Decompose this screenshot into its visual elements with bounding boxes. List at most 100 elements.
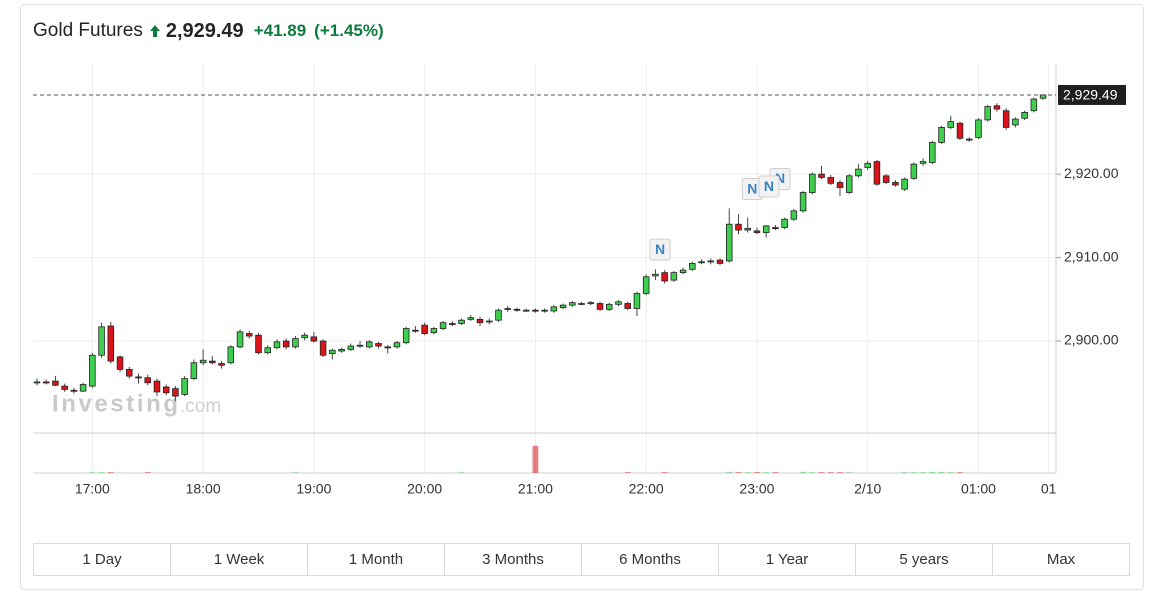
x-tick-label: 22:00 — [629, 481, 664, 497]
candle-body — [264, 347, 271, 354]
candle-body — [61, 385, 68, 390]
candle-body — [864, 162, 871, 168]
volume-bar — [458, 472, 465, 473]
candle-body — [273, 341, 281, 349]
range-button[interactable]: 1 Day — [82, 551, 122, 568]
news-marker-label: N — [747, 180, 757, 196]
candle-body — [965, 138, 973, 141]
candle-body — [845, 175, 853, 193]
candle-body — [79, 384, 87, 392]
candle-body — [402, 328, 410, 344]
candle-body — [901, 178, 908, 190]
volume-bar — [89, 472, 96, 473]
candle-body — [929, 142, 936, 163]
candle-body — [679, 269, 687, 274]
candle-body — [559, 304, 567, 309]
candle-body — [919, 161, 927, 164]
candle-body — [366, 341, 373, 348]
range-button[interactable]: 6 Months — [581, 544, 718, 575]
x-tick-label: 20:00 — [407, 481, 442, 497]
candle-body — [292, 338, 299, 348]
candle-body — [855, 168, 862, 177]
candle-body — [762, 225, 770, 233]
volume-bar — [754, 472, 760, 473]
candle-body — [532, 309, 539, 312]
candle-body — [633, 293, 641, 309]
last-price-box — [1058, 84, 1126, 105]
candle-body — [255, 334, 262, 354]
candle-body — [338, 348, 345, 352]
candle-body — [781, 218, 788, 228]
instrument-name: Gold Futures — [33, 20, 143, 41]
candle-body — [790, 210, 798, 220]
range-button[interactable]: 1 Week — [170, 544, 307, 575]
x-tick-label: 23:00 — [739, 481, 774, 497]
volume-bar — [947, 472, 954, 473]
candle-body — [98, 326, 105, 356]
last-price-label: 2,929.49 — [1063, 87, 1118, 103]
candle-body — [70, 389, 78, 392]
candle-body — [172, 388, 179, 397]
candle-body — [882, 175, 890, 183]
volume-bar — [763, 472, 770, 473]
candle-body — [624, 303, 631, 309]
candle-body — [753, 230, 761, 233]
candle-body — [412, 329, 419, 332]
candle-body — [938, 127, 945, 143]
candle-body — [116, 356, 124, 370]
range-button[interactable]: Max — [992, 544, 1129, 575]
candle-body — [910, 163, 918, 179]
volume-bar — [800, 471, 806, 473]
news-marker — [758, 175, 780, 198]
candle-body — [282, 340, 290, 348]
price: 2,929.49 — [165, 19, 244, 42]
candle-body — [384, 346, 391, 349]
candle-body — [33, 381, 41, 384]
volume-bar — [292, 472, 299, 473]
candle-body — [89, 354, 96, 387]
candle-body — [310, 336, 318, 342]
candle-body — [772, 227, 779, 229]
candle-body — [439, 322, 447, 329]
range-button[interactable]: 1 Year — [718, 544, 855, 575]
candle-body — [421, 324, 428, 334]
x-tick-label: 21:00 — [518, 481, 553, 497]
candle-body — [52, 380, 59, 386]
up-arrow — [149, 25, 160, 37]
chart: 17:00 18:00 19:00 20:00 21:00 22:00 23:00 2/10 0… — [33, 64, 1126, 497]
candle-body — [993, 105, 1001, 110]
candle-body — [615, 301, 622, 305]
candle-body — [707, 260, 715, 263]
candle-body — [892, 182, 899, 186]
volume-bar — [532, 445, 539, 473]
candle-body — [227, 346, 235, 364]
candle-body — [236, 331, 244, 348]
candle-body — [569, 302, 576, 306]
candle-body — [587, 302, 595, 305]
volume-bar — [661, 472, 668, 473]
y-tick-label: 2,900.00 — [1064, 332, 1119, 348]
candle-body — [476, 318, 484, 324]
candle-body — [246, 333, 253, 337]
candle-body — [596, 303, 604, 310]
candle-body — [162, 386, 170, 394]
range-button[interactable]: 1 Month — [307, 544, 444, 575]
candle-body — [550, 306, 558, 312]
range-button[interactable]: 5 years — [855, 544, 992, 575]
volume-bar — [98, 472, 105, 473]
candle-body — [356, 344, 364, 347]
change-percent: (+1.45%) — [314, 21, 384, 40]
card — [20, 4, 1144, 590]
volume-bar — [938, 471, 945, 473]
candle-body — [698, 261, 705, 264]
candle-body — [485, 320, 493, 323]
volume-bar — [929, 471, 936, 473]
range-button[interactable]: 3 Months — [444, 544, 581, 575]
volume-bar — [846, 472, 853, 473]
watermark: Investing — [52, 390, 178, 417]
candle-body — [430, 328, 438, 334]
candle-body — [873, 161, 881, 185]
candle-body — [199, 359, 207, 364]
volume-bar — [837, 472, 843, 473]
